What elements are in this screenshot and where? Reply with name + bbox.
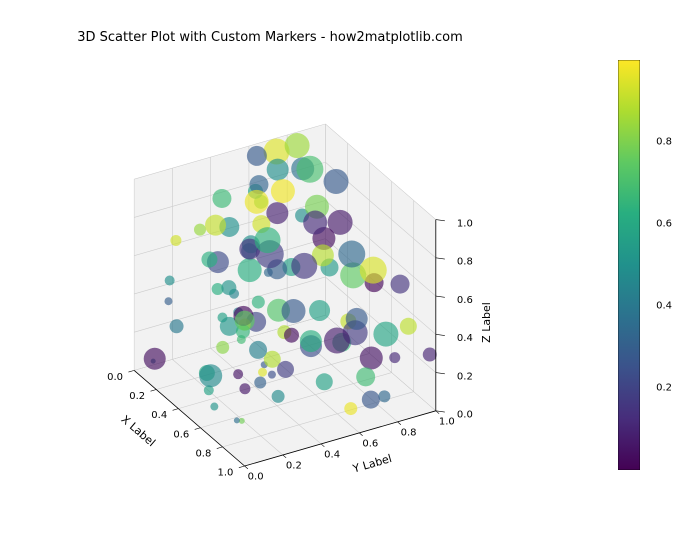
- scatter-marker: [309, 300, 330, 321]
- axes-3d: 0.00.20.40.60.81.00.00.20.40.60.81.00.00…: [30, 50, 540, 520]
- colorbar-tick: 0.2: [656, 383, 672, 394]
- tick-label: 0.6: [362, 438, 378, 449]
- scatter-marker: [267, 159, 289, 181]
- scatter-marker: [239, 383, 250, 394]
- tick-label: 0.8: [195, 448, 211, 459]
- scatter-marker: [423, 348, 437, 362]
- scatter-marker: [245, 190, 269, 214]
- scatter-marker: [210, 403, 218, 411]
- tick-label: 0.4: [457, 333, 473, 344]
- scatter-marker: [344, 402, 357, 415]
- scatter-marker: [284, 328, 299, 343]
- scatter-marker: [212, 189, 231, 208]
- scatter-marker: [316, 373, 333, 390]
- scatter-marker: [282, 299, 306, 323]
- scatter-marker: [324, 169, 349, 194]
- scatter-marker: [268, 371, 276, 379]
- tick-label: 0.2: [286, 461, 302, 472]
- colorbar-tick: 0.4: [656, 301, 672, 312]
- scatter-marker: [258, 368, 267, 377]
- scatter-marker: [277, 361, 294, 378]
- scatter-marker: [233, 369, 243, 379]
- scatter-marker: [285, 133, 310, 158]
- scatter-marker: [360, 257, 387, 284]
- scatter-marker: [300, 330, 322, 352]
- tick-label: 0.0: [457, 410, 473, 421]
- scatter-marker: [303, 211, 327, 235]
- colorbar-ticks: 0.2 0.4 0.6 0.8: [642, 60, 672, 470]
- scatter-marker: [249, 341, 267, 359]
- colorbar: [618, 60, 640, 470]
- scatter-marker: [164, 297, 172, 305]
- scatter-marker: [170, 235, 181, 246]
- scatter-marker: [378, 390, 390, 402]
- axis-label: Y Label: [350, 452, 393, 476]
- scatter-marker: [234, 417, 240, 423]
- tick-label: 1.0: [457, 218, 473, 229]
- scatter-marker: [272, 390, 285, 403]
- scatter-marker: [338, 241, 365, 268]
- scatter-marker: [144, 348, 166, 370]
- scatter-marker: [346, 308, 368, 330]
- scatter-marker: [255, 227, 281, 253]
- scatter-marker: [291, 253, 317, 279]
- scatter-marker: [271, 179, 295, 203]
- scatter-marker: [201, 251, 217, 267]
- scatter-marker: [221, 280, 236, 295]
- scatter-marker: [247, 146, 267, 166]
- tick-label: 0.2: [457, 371, 473, 382]
- scatter-marker: [324, 328, 350, 354]
- scatter-marker: [389, 352, 400, 363]
- scatter-marker: [373, 322, 398, 347]
- scatter-marker: [170, 319, 184, 333]
- colorbar-tick: 0.6: [656, 219, 672, 230]
- tick-label: 0.4: [324, 449, 340, 460]
- colorbar-svg: [618, 60, 640, 470]
- tick-label: 1.0: [439, 416, 455, 427]
- plot-title: 3D Scatter Plot with Custom Markers - ho…: [0, 30, 540, 45]
- tick-label: 0.0: [107, 372, 123, 383]
- tick-label: 0.6: [457, 295, 473, 306]
- scatter-marker: [391, 275, 410, 294]
- scatter-marker: [235, 311, 255, 331]
- tick-label: 0.6: [173, 429, 189, 440]
- scatter-marker: [199, 364, 222, 387]
- scatter-marker: [252, 296, 265, 309]
- scatter-marker: [362, 391, 380, 409]
- scatter-marker: [360, 347, 383, 370]
- scatter-marker: [165, 275, 175, 285]
- figure: 3D Scatter Plot with Custom Markers - ho…: [0, 0, 700, 560]
- scatter-marker: [356, 367, 375, 386]
- scatter-marker: [254, 376, 266, 388]
- scatter-marker: [216, 341, 229, 354]
- tick-label: 0.8: [401, 427, 417, 438]
- scatter-marker: [238, 258, 262, 282]
- scatter-marker: [205, 215, 226, 236]
- tick-label: 0.8: [457, 257, 473, 268]
- axes-3d-svg: 0.00.20.40.60.81.00.00.20.40.60.81.00.00…: [30, 50, 540, 520]
- scatter-marker: [400, 318, 417, 335]
- scatter-marker: [194, 224, 206, 236]
- tick-label: 1.0: [218, 468, 234, 479]
- tick-label: 0.2: [129, 391, 145, 402]
- colorbar-tick: 0.8: [656, 137, 672, 148]
- scatter-marker: [296, 156, 323, 183]
- axis-label: Z Label: [480, 302, 493, 343]
- tick-label: 0.4: [151, 410, 167, 421]
- tick-label: 0.0: [248, 472, 264, 483]
